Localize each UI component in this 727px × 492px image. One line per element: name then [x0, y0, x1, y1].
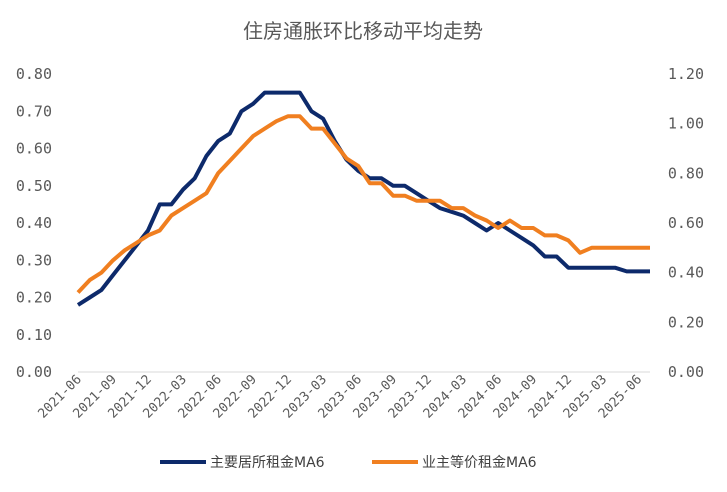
y-left-tick-label: 0.00	[16, 363, 52, 381]
series-line-1	[76, 90, 650, 307]
y-left-tick-label: 0.40	[16, 214, 52, 232]
y-left-tick-label: 0.80	[16, 65, 52, 83]
y-left-tick-label: 0.50	[16, 177, 52, 195]
legend-label-series-2: 业主等价租金MA6	[422, 454, 537, 471]
y-right-tick-label: 0.20	[668, 313, 704, 331]
y-right-tick-label: 0.00	[668, 363, 704, 381]
y-axis-right: 0.00 0.20 0.40 0.60 0.80 1.00 1.20	[668, 65, 704, 381]
y-right-tick-label: 1.00	[668, 115, 704, 133]
y-left-tick-label: 0.70	[16, 102, 52, 120]
y-axis-left: 0.00 0.10 0.20 0.30 0.40 0.50 0.60 0.70 0.80	[16, 65, 52, 381]
chart-title: 住房通胀环比移动平均走势	[243, 19, 483, 43]
y-left-tick-label: 0.30	[16, 251, 52, 269]
y-left-tick-label: 0.10	[16, 326, 52, 344]
series-group	[76, 90, 650, 307]
legend-label-series-1: 主要居所租金MA6	[210, 455, 325, 471]
legend: 主要居所租金MA6 业主等价租金MA6	[160, 454, 537, 471]
y-right-tick-label: 0.40	[668, 264, 704, 282]
x-axis: 2021-062021-092021-122022-032022-062022-…	[35, 372, 645, 421]
series-line-2	[76, 114, 650, 294]
y-right-tick-label: 0.80	[668, 164, 704, 182]
y-left-tick-label: 0.60	[16, 140, 52, 158]
y-left-tick-label: 0.20	[16, 289, 52, 307]
y-right-tick-label: 1.20	[668, 65, 704, 83]
y-right-tick-label: 0.60	[668, 214, 704, 232]
